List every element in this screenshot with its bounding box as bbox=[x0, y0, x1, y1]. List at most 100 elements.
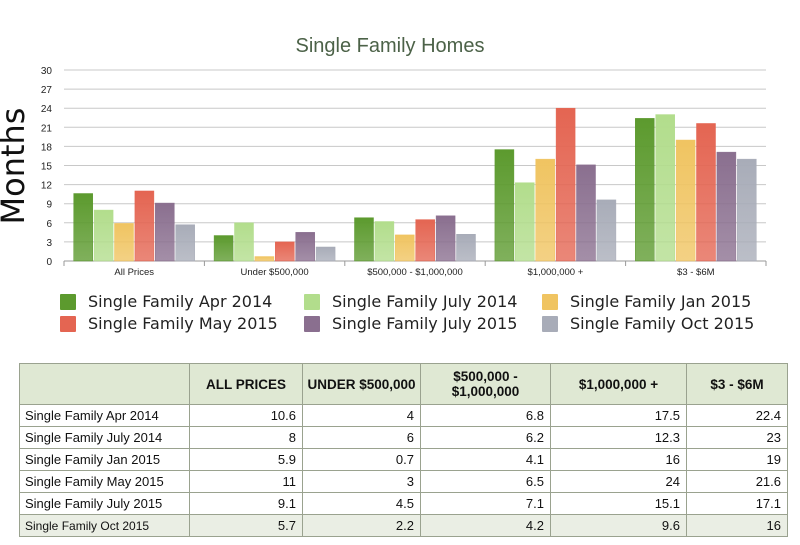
table-cell: 3 bbox=[302, 470, 421, 493]
bar bbox=[155, 202, 175, 262]
bar bbox=[234, 222, 254, 262]
table-cell: 9.6 bbox=[550, 514, 687, 537]
y-tick-label: 6 bbox=[46, 219, 52, 230]
bar bbox=[114, 223, 134, 262]
table-cell: 19 bbox=[686, 448, 788, 471]
bar bbox=[213, 235, 234, 262]
row-label: Single Family Apr 2014 bbox=[19, 404, 190, 427]
table-cell: 11 bbox=[189, 470, 303, 493]
bar bbox=[275, 241, 295, 262]
legend-swatch bbox=[542, 293, 558, 310]
table-row: Single Family May 2015 11 3 6.5 24 21.6 bbox=[19, 470, 788, 493]
bar bbox=[315, 246, 336, 262]
chart-title: Single Family Homes bbox=[296, 35, 485, 57]
bar bbox=[535, 158, 555, 262]
bar bbox=[175, 224, 195, 262]
table-row: Single Family July 2015 9.1 4.5 7.1 15.1… bbox=[19, 492, 788, 515]
y-tick-label: 0 bbox=[46, 257, 52, 268]
table-cell: 6.2 bbox=[420, 426, 551, 449]
y-tick-label: 3 bbox=[46, 238, 52, 249]
data-table: ALL PRICES UNDER $500,000 $500,000 - $1,… bbox=[19, 363, 788, 537]
table-cell: 0.7 bbox=[302, 448, 421, 471]
bar bbox=[655, 114, 675, 262]
row-label: Single Family July 2015 bbox=[19, 492, 190, 515]
bar bbox=[737, 158, 757, 262]
bar bbox=[596, 199, 617, 262]
y-axis-label: Months bbox=[0, 108, 32, 225]
table-cell: 10.6 bbox=[189, 404, 303, 427]
table-header-cell: $3 - $6M bbox=[686, 363, 788, 405]
table-cell: 2.2 bbox=[302, 514, 421, 537]
table-cell: 17.1 bbox=[686, 492, 788, 515]
bar bbox=[515, 182, 535, 262]
table-cell: 5.9 bbox=[189, 448, 303, 471]
table-header-row: ALL PRICES UNDER $500,000 $500,000 - $1,… bbox=[19, 363, 788, 405]
legend-swatch bbox=[304, 315, 320, 332]
legend-item: Single Family May 2015 bbox=[60, 314, 278, 333]
y-tick-label: 27 bbox=[41, 85, 53, 96]
bar bbox=[395, 234, 415, 262]
table-cell: 6.8 bbox=[420, 404, 551, 427]
legend-item: Single Family Apr 2014 bbox=[60, 292, 272, 311]
y-tick-label: 21 bbox=[41, 123, 53, 134]
table-cell: 7.1 bbox=[420, 492, 551, 515]
bar bbox=[134, 190, 155, 262]
legend-item: Single Family July 2014 bbox=[304, 292, 517, 311]
table-cell: 12.3 bbox=[550, 426, 687, 449]
table-header-cell bbox=[19, 363, 190, 405]
bar bbox=[354, 217, 374, 262]
x-tick-label: Under $500,000 bbox=[241, 267, 309, 278]
legend-label: Single Family Jan 2015 bbox=[570, 292, 752, 311]
legend-item: Single Family July 2015 bbox=[304, 314, 517, 333]
bar bbox=[696, 123, 716, 262]
table-cell: 16 bbox=[550, 448, 687, 471]
y-tick-label: 12 bbox=[41, 181, 53, 192]
table-cell: 24 bbox=[550, 470, 687, 493]
table-row: Single Family Apr 2014 10.6 4 6.8 17.5 2… bbox=[19, 404, 788, 427]
table-row: Single Family Oct 2015 5.7 2.2 4.2 9.6 1… bbox=[19, 514, 788, 537]
bar-chart: Single Family Homes Months 0 3 6 9 12 15 18 21 2… bbox=[0, 35, 767, 278]
y-tick-label: 18 bbox=[41, 142, 53, 153]
legend-label: Single Family Oct 2015 bbox=[570, 314, 755, 333]
bar bbox=[716, 151, 737, 262]
table-cell: 23 bbox=[686, 426, 788, 449]
legend-label: Single Family July 2014 bbox=[332, 292, 518, 311]
table-row: Single Family Jan 2015 5.9 0.7 4.1 16 19 bbox=[19, 448, 788, 471]
bar bbox=[576, 164, 596, 262]
table-cell: 21.6 bbox=[686, 470, 788, 493]
x-tick-label: $500,000 - $1,000,000 bbox=[367, 267, 463, 278]
bar bbox=[456, 234, 476, 262]
y-tick-label: 24 bbox=[41, 104, 53, 115]
table-header-cell: $500,000 - $1,000,000 bbox=[420, 363, 551, 405]
table-cell: 6.5 bbox=[420, 470, 551, 493]
bar bbox=[295, 232, 315, 262]
bar bbox=[635, 118, 655, 262]
table-row: Single Family July 2014 8 6 6.2 12.3 23 bbox=[19, 426, 788, 449]
bar bbox=[675, 139, 696, 262]
row-label: Single Family May 2015 bbox=[19, 470, 190, 493]
bar bbox=[415, 219, 435, 262]
legend-swatch bbox=[304, 293, 320, 310]
y-tick-label: 9 bbox=[46, 200, 52, 211]
legend-swatch bbox=[60, 315, 76, 332]
bar bbox=[435, 215, 456, 262]
table-cell: 15.1 bbox=[550, 492, 687, 515]
table-cell: 9.1 bbox=[189, 492, 303, 515]
bar bbox=[73, 193, 93, 262]
x-tick-label: $1,000,000 + bbox=[528, 267, 584, 278]
table-cell: 4 bbox=[302, 404, 421, 427]
bar bbox=[254, 256, 275, 262]
table-cell: 5.7 bbox=[189, 514, 303, 537]
table-cell: 17.5 bbox=[550, 404, 687, 427]
legend-item: Single Family Jan 2015 bbox=[542, 292, 751, 311]
table-header-cell: ALL PRICES bbox=[189, 363, 303, 405]
legend-item: Single Family Oct 2015 bbox=[542, 314, 754, 333]
legend-swatch bbox=[542, 315, 558, 332]
table-cell: 8 bbox=[189, 426, 303, 449]
table-cell: 6 bbox=[302, 426, 421, 449]
legend-swatch bbox=[60, 293, 76, 310]
row-label: Single Family July 2014 bbox=[19, 426, 190, 449]
x-tick-label: All Prices bbox=[114, 267, 154, 278]
table-header-cell: $1,000,000 + bbox=[550, 363, 687, 405]
table-cell: 4.1 bbox=[420, 448, 551, 471]
